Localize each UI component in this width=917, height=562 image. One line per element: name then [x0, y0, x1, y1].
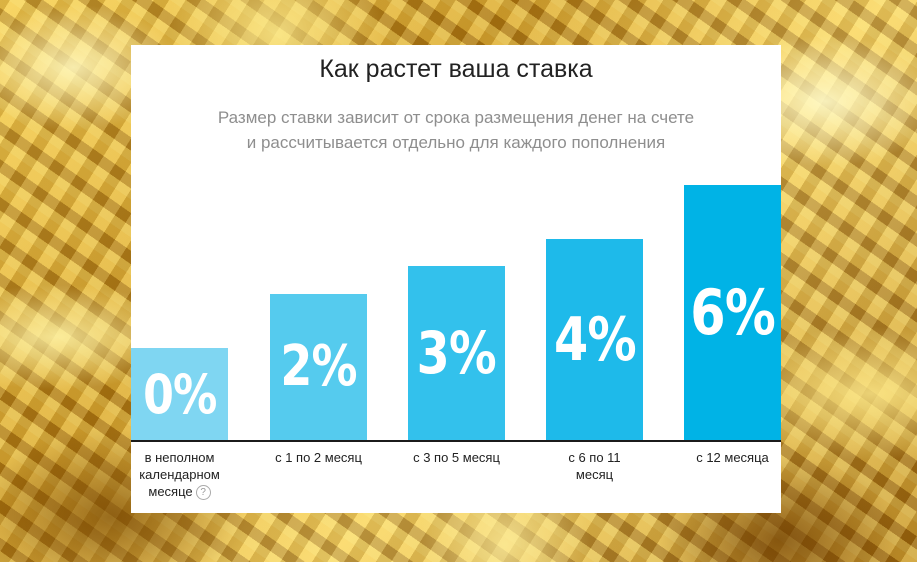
x-tick-label: с 1 по 2 месяц: [262, 449, 375, 466]
x-tick-label: с 3 по 5 месяц: [400, 449, 513, 466]
x-tick-label: с 6 по 11 месяц: [538, 449, 651, 483]
subtitle-line-2: и рассчитывается отдельно для каждого по…: [246, 133, 666, 152]
question-circle-icon[interactable]: ?: [195, 485, 211, 501]
x-tick-label: в неполном календарном месяце?: [123, 449, 236, 501]
x-tick-label-line: с 3 по 5 месяц: [413, 450, 500, 465]
subtitle-line-1: Размер ставки зависит от срока размещени…: [217, 108, 695, 127]
bar-value-label: 2%: [280, 334, 357, 400]
x-axis-line: [131, 440, 781, 442]
bar-4: 6%: [684, 184, 781, 440]
bar-value-label: 3%: [416, 319, 497, 388]
bar-0: 0%: [131, 348, 228, 440]
bar-2: 3%: [408, 266, 505, 440]
x-tick-label-line: месяц: [575, 467, 614, 482]
x-tick-label-line: с 6 по 11: [568, 450, 621, 465]
bar-1: 2%: [270, 293, 367, 440]
bar-value-label: 4%: [553, 304, 637, 375]
x-tick-label-line: с 12 месяца: [696, 450, 769, 465]
x-tick-label: с 12 месяца: [676, 449, 789, 466]
bar-value-label: 6%: [690, 275, 775, 349]
bar-value-label: 0%: [142, 362, 217, 426]
x-tick-label-line: календарном: [139, 467, 220, 482]
x-tick-label-line: с 1 по 2 месяц: [275, 450, 362, 465]
chart-subtitle: Размер ставки зависит от срока размещени…: [171, 105, 741, 155]
chart-title: Как растет ваша ставка: [319, 55, 593, 83]
x-tick-label-line: в неполном: [144, 450, 215, 465]
bar-3: 4%: [546, 239, 643, 440]
rate-chart-card: Как растет ваша ставка Размер ставки зав…: [131, 45, 781, 513]
x-tick-label-line: месяце?: [123, 483, 236, 501]
